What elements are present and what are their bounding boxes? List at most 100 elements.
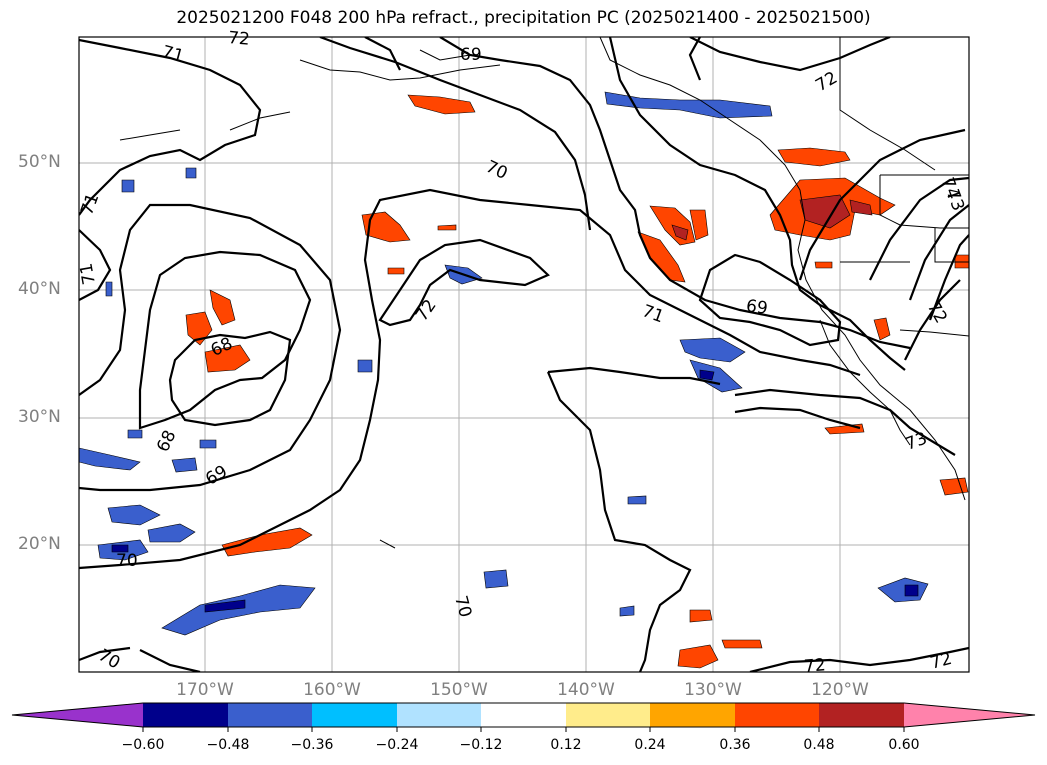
precip-negative-blob <box>904 584 919 597</box>
contour-line <box>546 371 692 672</box>
colorbar-tick-label: −0.12 <box>459 737 503 753</box>
refractivity-contours <box>79 37 969 672</box>
colorbar-tick-label: 0.24 <box>634 737 666 753</box>
lat-label-40n: 40°N <box>18 279 61 299</box>
precip-negative-blob <box>483 569 509 589</box>
contour-line <box>79 203 342 492</box>
precip-positive-blob <box>387 267 405 275</box>
precip-positive-blob <box>204 344 251 373</box>
colorbar-tick-label: 0.12 <box>550 737 582 753</box>
contour-label: 72 <box>227 28 250 50</box>
contour-line <box>734 388 956 456</box>
contour-line <box>908 204 969 301</box>
map-border <box>78 36 970 673</box>
lon-label-160w: 160°W <box>303 680 361 700</box>
contour-line <box>439 37 911 350</box>
lon-label-120w: 120°W <box>811 680 869 700</box>
precip-negative-blob <box>627 495 647 505</box>
precip-positive-blob <box>437 224 457 231</box>
contour-line <box>138 250 312 430</box>
precip-positive-blob <box>814 261 833 269</box>
precip-negative-blob <box>604 91 773 119</box>
precip-negative-blob <box>121 179 135 193</box>
contour-label: 69 <box>745 296 769 319</box>
contour-line <box>79 229 112 301</box>
precip-negative-blob <box>199 439 217 449</box>
contour-line <box>798 128 966 281</box>
colorbar-segment <box>566 703 650 727</box>
contour-line <box>168 330 292 427</box>
lat-label-20n: 20°N <box>18 534 61 554</box>
colorbar-segment <box>397 703 481 727</box>
precip-positive-blob <box>721 639 763 649</box>
contour-label: 72 <box>803 655 826 677</box>
colorbar-segment <box>650 703 735 727</box>
precip-negative-blob <box>357 359 373 373</box>
colorbar-tick-label: 0.36 <box>719 737 751 753</box>
precip-positive-blob <box>939 477 969 496</box>
contour-line <box>79 38 262 216</box>
contour-line <box>139 649 201 672</box>
precip-negative-blob <box>185 167 197 179</box>
colorbar-extend-left <box>12 703 143 727</box>
colorbar-tick-label: −0.36 <box>290 737 334 753</box>
precip-positive-blob <box>209 289 236 326</box>
precip-positive-blob <box>221 527 313 557</box>
precip-negative-blob <box>107 504 161 526</box>
precip-negative-blob <box>105 281 113 297</box>
colorbar-tick-label: 0.48 <box>803 737 835 753</box>
contour-label: 69 <box>460 45 482 65</box>
contour-line <box>689 37 891 72</box>
colorbar-segment <box>312 703 397 727</box>
precip-fill <box>79 91 969 669</box>
precip-positive-blob <box>677 644 719 669</box>
precip-negative-blob <box>679 337 746 363</box>
precip-negative-blob <box>689 359 743 393</box>
precip-positive-blob <box>407 94 476 115</box>
colorbar-segment <box>143 703 228 727</box>
precip-negative-blob <box>171 457 198 473</box>
lon-label-150w: 150°W <box>430 680 488 700</box>
precip-positive-blob <box>777 147 851 167</box>
colorbar-segment <box>735 703 819 727</box>
precip-positive-blob <box>689 609 713 623</box>
colorbar-segment <box>819 703 904 727</box>
precip-negative-blob <box>619 605 635 617</box>
precip-positive-blob <box>361 211 411 243</box>
lon-label-170w: 170°W <box>176 680 234 700</box>
contour-line <box>547 366 721 386</box>
colorbar-segment <box>481 703 566 727</box>
contour-line <box>904 279 961 361</box>
precip-negative-blob <box>699 369 715 381</box>
colorbar-tick-label: −0.24 <box>375 737 419 753</box>
lat-label-50n: 50°N <box>18 152 61 172</box>
precip-negative-blob <box>79 447 141 471</box>
contour-line <box>734 406 861 430</box>
contour-line <box>608 37 906 371</box>
contour-label: 70 <box>116 551 138 571</box>
lon-label-140w: 140°W <box>557 680 615 700</box>
contour-line <box>378 238 550 327</box>
contour-line <box>749 646 969 672</box>
lon-label-130w: 130°W <box>684 680 742 700</box>
contour-line <box>928 234 969 321</box>
colorbar-tick-label: −0.48 <box>206 737 250 753</box>
precip-negative-blob <box>161 584 316 636</box>
precip-negative-blob <box>147 523 196 543</box>
precip-positive-blob <box>671 224 689 241</box>
colorbar <box>11 702 1036 732</box>
precip-negative-blob <box>127 429 143 439</box>
precip-negative-blob <box>111 544 129 553</box>
colorbar-extend-right <box>904 703 1035 727</box>
precip-positive-blob <box>849 199 873 216</box>
contour-line <box>698 253 842 347</box>
contour-line <box>869 176 969 281</box>
contour-line <box>79 646 131 662</box>
contour-label: 71 <box>76 261 99 286</box>
colorbar-tick-label: −0.60 <box>121 737 165 753</box>
colorbar-tick-label: 0.60 <box>888 737 920 753</box>
lat-label-30n: 30°N <box>18 407 61 427</box>
contour-line <box>79 188 861 570</box>
map-title: 2025021200 F048 200 hPa refract., precip… <box>176 8 871 28</box>
